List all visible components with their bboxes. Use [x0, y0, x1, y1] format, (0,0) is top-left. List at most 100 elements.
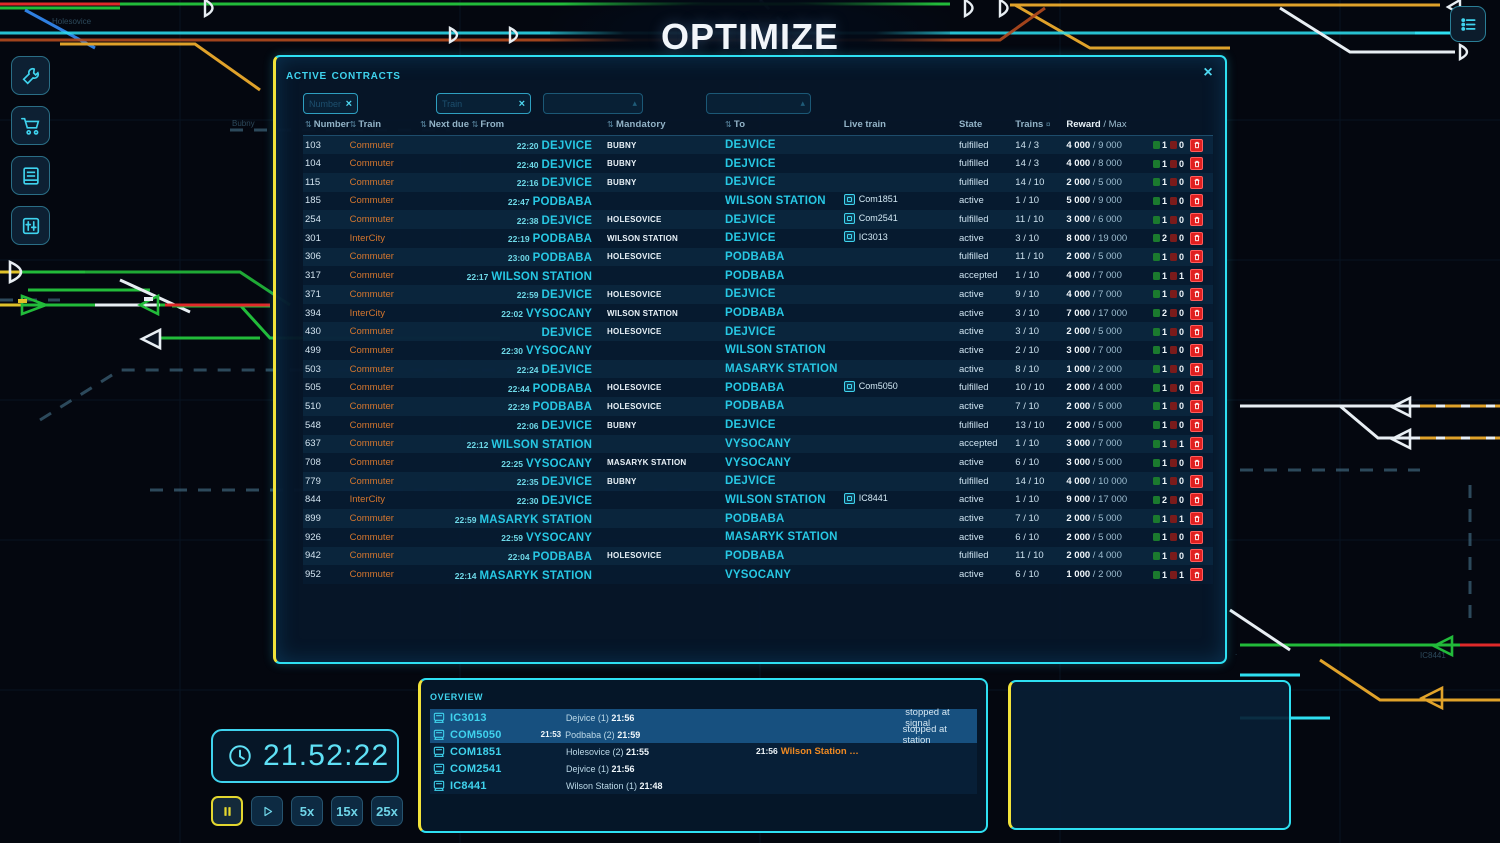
cell-live-train[interactable]: [844, 360, 959, 379]
list-item[interactable]: COM2541 Dejvice (1) 21:56: [430, 760, 977, 777]
delete-contract-button[interactable]: [1190, 437, 1204, 451]
sort-icon[interactable]: ⇅: [420, 120, 427, 129]
table-row[interactable]: 503 Commuter 22:24 DEJVICE MASARYK STATIO…: [303, 359, 1213, 379]
delete-contract-button[interactable]: [1190, 568, 1204, 582]
cell-live-train[interactable]: [844, 528, 959, 547]
mandatory-filter-select[interactable]: ▴: [543, 93, 643, 114]
col-trains[interactable]: Trains ¤: [1015, 119, 1067, 136]
delete-contract-button[interactable]: [1190, 231, 1204, 245]
table-row[interactable]: 952 Commuter 22:14 MASARYK STATION VYSOCA…: [303, 565, 1213, 584]
col-reward[interactable]: Reward / Max: [1066, 119, 1153, 136]
delete-contract-button[interactable]: [1190, 549, 1204, 563]
table-row[interactable]: 510 Commuter 22:29 PODBABA HOLESOVICE POD…: [303, 397, 1213, 416]
chevron-up-icon[interactable]: ▴: [632, 98, 637, 108]
cell-live-train[interactable]: [844, 285, 959, 304]
delete-contract-button[interactable]: [1190, 325, 1204, 339]
cell-live-train[interactable]: [844, 154, 959, 173]
cell-live-train[interactable]: IC8441: [843, 491, 959, 510]
cell-live-train[interactable]: [844, 453, 959, 472]
table-row[interactable]: 942 Commuter 22:04 PODBABA HOLESOVICE POD…: [303, 546, 1213, 566]
cell-live-train[interactable]: IC3013: [843, 229, 959, 248]
table-row[interactable]: 394 InterCity 22:02 VYSOCANY WILSON STATI…: [303, 303, 1213, 323]
table-row[interactable]: 371 Commuter 22:59 DEJVICE HOLESOVICE DEJ…: [303, 285, 1213, 304]
delete-contract-button[interactable]: [1190, 399, 1204, 413]
table-row[interactable]: 505 Commuter 22:44 PODBABA HOLESOVICE POD…: [303, 378, 1213, 398]
table-row[interactable]: 317 Commuter 22:17 WILSON STATION PODBABA…: [303, 266, 1213, 285]
timetable-tool-button[interactable]: [11, 156, 50, 195]
cell-live-train[interactable]: Com2541: [843, 210, 959, 229]
cell-live-train[interactable]: [844, 547, 959, 566]
table-row[interactable]: 499 Commuter 22:30 VYSOCANY WILSON STATIO…: [303, 341, 1213, 360]
cell-live-train[interactable]: [844, 341, 959, 360]
train-filter-input[interactable]: Train ×: [436, 93, 531, 114]
play-button[interactable]: [251, 796, 283, 826]
sort-icon[interactable]: ⇅: [349, 120, 357, 129]
contracts-list-button[interactable]: [1450, 6, 1486, 42]
settings-tool-button[interactable]: [11, 206, 50, 245]
pause-button[interactable]: [211, 796, 243, 826]
sort-icon[interactable]: ⇅: [305, 120, 312, 129]
delete-contract-button[interactable]: [1190, 381, 1204, 395]
table-row[interactable]: 104 Commuter 22:40 DEJVICE BUBNY DEJVICE …: [303, 154, 1213, 173]
sort-icon[interactable]: ⇅: [471, 120, 479, 129]
col-train[interactable]: ⇅ Train: [349, 119, 421, 136]
table-row[interactable]: 430 Commuter DEJVICE HOLESOVICE DEJVICE …: [303, 322, 1213, 342]
list-item[interactable]: IC3013 Dejvice (1) 21:56 stopped at sign…: [430, 707, 977, 729]
list-item[interactable]: IC8441 Wilson Station (1) 21:48: [430, 777, 977, 794]
delete-contract-button[interactable]: [1190, 474, 1204, 488]
sort-icon[interactable]: ⇅: [607, 120, 614, 129]
speed-5x-button[interactable]: 5x: [291, 796, 323, 826]
delete-contract-button[interactable]: [1190, 512, 1204, 526]
secondary-info-panel[interactable]: [1008, 680, 1291, 830]
cell-live-train[interactable]: [844, 416, 959, 435]
col-state[interactable]: State: [959, 119, 1016, 136]
table-row[interactable]: 779 Commuter 22:35 DEJVICE BUBNY DEJVICE …: [303, 471, 1213, 491]
speed-15x-button[interactable]: 15x: [331, 796, 363, 826]
table-row[interactable]: 637 Commuter 22:12 WILSON STATION VYSOCAN…: [303, 434, 1213, 454]
cell-live-train[interactable]: [844, 304, 959, 323]
shop-tool-button[interactable]: [11, 106, 50, 145]
cell-live-train[interactable]: Com1851: [843, 192, 959, 211]
speed-25x-button[interactable]: 25x: [371, 796, 403, 826]
table-row[interactable]: 548 Commuter 22:06 DEJVICE BUBNY DEJVICE …: [303, 415, 1213, 435]
table-row[interactable]: 926 Commuter 22:59 VYSOCANY MASARYK STATI…: [303, 527, 1213, 547]
delete-contract-button[interactable]: [1190, 250, 1204, 264]
table-row[interactable]: 115 Commuter 22:16 DEJVICE BUBNY DEJVICE …: [303, 172, 1213, 192]
delete-contract-button[interactable]: [1190, 287, 1204, 301]
cell-live-train[interactable]: [844, 509, 959, 528]
cell-live-train[interactable]: [844, 173, 959, 192]
col-mandatory[interactable]: ⇅ Mandatory: [607, 119, 725, 136]
number-filter-input[interactable]: Number ×: [303, 93, 358, 114]
cell-live-train[interactable]: [844, 322, 959, 341]
delete-contract-button[interactable]: [1190, 157, 1204, 171]
cell-live-train[interactable]: [844, 435, 959, 454]
table-row[interactable]: 844 InterCity 22:30 DEJVICE WILSON STATIO…: [303, 490, 1213, 510]
delete-contract-button[interactable]: [1190, 418, 1204, 432]
clear-icon[interactable]: ×: [518, 97, 525, 110]
table-row[interactable]: 185 Commuter 22:47 PODBABA WILSON STATION…: [303, 191, 1213, 211]
table-row[interactable]: 254 Commuter 22:38 DEJVICE HOLESOVICE DEJ…: [303, 210, 1213, 229]
cell-live-train[interactable]: [844, 565, 959, 584]
cell-live-train[interactable]: [844, 397, 959, 416]
delete-contract-button[interactable]: [1190, 194, 1204, 208]
cell-live-train[interactable]: [844, 248, 959, 267]
table-row[interactable]: 301 InterCity 22:19 PODBABA WILSON STATIO…: [303, 228, 1213, 248]
delete-contract-button[interactable]: [1190, 362, 1204, 376]
sort-icon[interactable]: ⇅: [725, 120, 732, 129]
delete-contract-button[interactable]: [1190, 138, 1204, 152]
list-item[interactable]: COM5050 21:53 Podbaba (2) 21:59 stopped …: [430, 724, 977, 746]
close-icon[interactable]: ×: [1203, 64, 1213, 81]
cell-live-train[interactable]: [844, 472, 959, 491]
col-number[interactable]: ⇅ Number: [303, 119, 350, 136]
clear-icon[interactable]: ×: [345, 97, 352, 110]
col-next-due[interactable]: ⇅ Next due ⇅ From: [420, 119, 608, 136]
cell-live-train[interactable]: Com5050: [843, 378, 959, 397]
table-row[interactable]: 899 Commuter 22:59 MASARYK STATION PODBAB…: [303, 509, 1213, 528]
delete-contract-button[interactable]: [1190, 343, 1204, 357]
delete-contract-button[interactable]: [1190, 493, 1204, 507]
table-row[interactable]: 306 Commuter 23:00 PODBABA HOLESOVICE POD…: [303, 247, 1213, 267]
cell-live-train[interactable]: [844, 266, 959, 285]
chevron-up-icon[interactable]: ▴: [800, 98, 805, 108]
cell-live-train[interactable]: [844, 136, 959, 155]
delete-contract-button[interactable]: [1190, 306, 1204, 320]
